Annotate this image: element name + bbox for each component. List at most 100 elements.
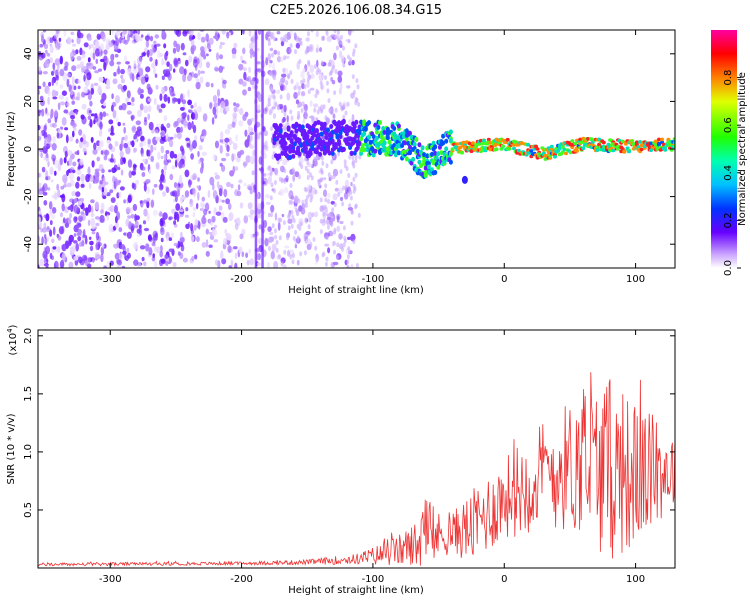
spectrogram-cell xyxy=(349,195,353,201)
x-tick-label: -100 xyxy=(362,574,385,585)
spectrogram-signal-cell xyxy=(352,138,357,144)
spectrogram-cell xyxy=(168,248,174,253)
spectrogram-cell xyxy=(198,159,202,164)
spectrogram-cell xyxy=(91,160,95,168)
spectrogram-cell xyxy=(76,207,80,213)
spectrogram-cell xyxy=(226,31,230,39)
spectrogram-signal-cell xyxy=(570,139,575,143)
spectrogram-cell xyxy=(242,67,247,72)
spectrogram-cell xyxy=(333,261,339,266)
spectrogram-cell xyxy=(313,103,319,108)
spectrogram-cell xyxy=(242,81,247,87)
spectrogram-y-ticks: -40 -20 0 20 40 xyxy=(23,47,675,252)
spectrogram-cell xyxy=(103,155,108,161)
spectrogram-cell xyxy=(119,186,125,191)
spectrogram-cell xyxy=(280,36,284,42)
spectrogram-signal-cell xyxy=(467,141,472,146)
spectrogram-cell xyxy=(264,194,270,199)
spectrogram-signal-cell xyxy=(367,120,371,126)
spectrogram-cell xyxy=(218,205,223,211)
spectrogram-cell xyxy=(203,208,208,216)
spectrogram-cell xyxy=(68,261,74,268)
spectrogram-cell xyxy=(232,142,238,150)
spectrogram-cell xyxy=(357,212,361,218)
spectrogram-cell xyxy=(110,197,116,204)
spectrogram-cell xyxy=(165,150,170,154)
spectrogram-cell xyxy=(187,99,193,106)
spectrogram-cell xyxy=(125,61,130,65)
spectrogram-cell xyxy=(209,234,215,240)
spectrogram-cell xyxy=(331,207,335,213)
spectrogram-cell xyxy=(214,113,218,119)
spectrogram-signal-cell xyxy=(319,131,324,137)
spectrogram-signal-cell xyxy=(368,139,373,145)
spectrogram-cell xyxy=(46,52,51,57)
spectrogram-cell xyxy=(177,240,181,248)
spectrogram-cell xyxy=(233,246,238,250)
spectrogram-cell xyxy=(231,47,237,55)
spectrogram-cell xyxy=(302,78,306,84)
spectrogram-cell xyxy=(235,103,240,108)
spectrogram-cell xyxy=(70,115,76,120)
spectrogram-cell xyxy=(183,68,187,76)
spectrogram-cell xyxy=(342,45,345,51)
spectrogram-signal-cell xyxy=(337,138,341,144)
spectrogram-cell xyxy=(180,42,185,51)
spectrogram-cell xyxy=(192,140,197,149)
spectrogram-cell xyxy=(274,101,278,107)
spectrogram-cell xyxy=(187,114,190,121)
spectrogram-cell xyxy=(99,111,103,121)
spectrogram-cell xyxy=(290,210,294,215)
spectrogram-cell xyxy=(45,258,49,265)
spectrogram-cell xyxy=(100,150,104,155)
spectrogram-cell xyxy=(295,99,300,105)
spectrogram-cell xyxy=(249,144,255,149)
snr-series xyxy=(38,372,675,567)
spectrogram-cell xyxy=(222,216,228,223)
spectrogram-cell xyxy=(280,165,283,171)
spectrogram-cell xyxy=(208,210,211,214)
spectrogram-cell xyxy=(45,49,48,55)
spectrogram-cell xyxy=(59,68,65,77)
spectrogram-cell xyxy=(269,195,273,201)
spectrogram-cell xyxy=(43,200,48,206)
spectrogram-cell xyxy=(57,235,62,241)
spectrogram-cell xyxy=(57,189,61,198)
spectrogram-cell xyxy=(186,142,191,148)
spectrogram-cell xyxy=(93,82,99,86)
spectrogram-cell xyxy=(271,243,277,252)
spectrogram-cell xyxy=(250,117,254,122)
spectrogram-cell xyxy=(179,145,184,152)
spectrogram-cell xyxy=(192,211,196,218)
spectrogram-cell xyxy=(101,243,105,249)
spectrogram-cell xyxy=(268,165,272,171)
spectrogram-cell xyxy=(276,56,282,63)
spectrogram-cell xyxy=(90,217,96,227)
spectrogram-cell xyxy=(160,258,166,264)
spectrogram-cell xyxy=(264,108,268,112)
spectrogram-cell xyxy=(147,149,151,157)
spectrogram-signal-cell xyxy=(289,138,294,143)
spectrogram-signal-cell xyxy=(382,140,387,146)
spectrogram-signal-cell xyxy=(461,140,466,145)
spectrogram-signal-cell xyxy=(294,128,299,134)
spectrogram-cell xyxy=(297,174,301,180)
spectrogram-cell xyxy=(141,153,144,158)
spectrogram-cell xyxy=(71,39,74,43)
spectrogram-cell xyxy=(352,183,356,189)
spectrogram-cell xyxy=(283,178,287,184)
spectrogram-cell xyxy=(270,34,274,40)
spectrogram-cell xyxy=(267,41,271,47)
spectrogram-cell xyxy=(96,146,102,151)
spectrogram-cell xyxy=(200,36,206,43)
spectrogram-signal-cell xyxy=(486,137,491,142)
spectrogram-cell xyxy=(172,97,179,102)
spectrogram-cell xyxy=(277,50,281,56)
spectrogram-cell xyxy=(346,264,350,268)
spectrogram-cell xyxy=(289,254,293,260)
spectrogram-cell xyxy=(87,166,91,175)
spectrogram-cell xyxy=(233,42,238,49)
spectrogram-cell xyxy=(305,202,309,208)
spectrogram-cell xyxy=(150,144,154,153)
spectrogram-cell xyxy=(258,253,261,261)
